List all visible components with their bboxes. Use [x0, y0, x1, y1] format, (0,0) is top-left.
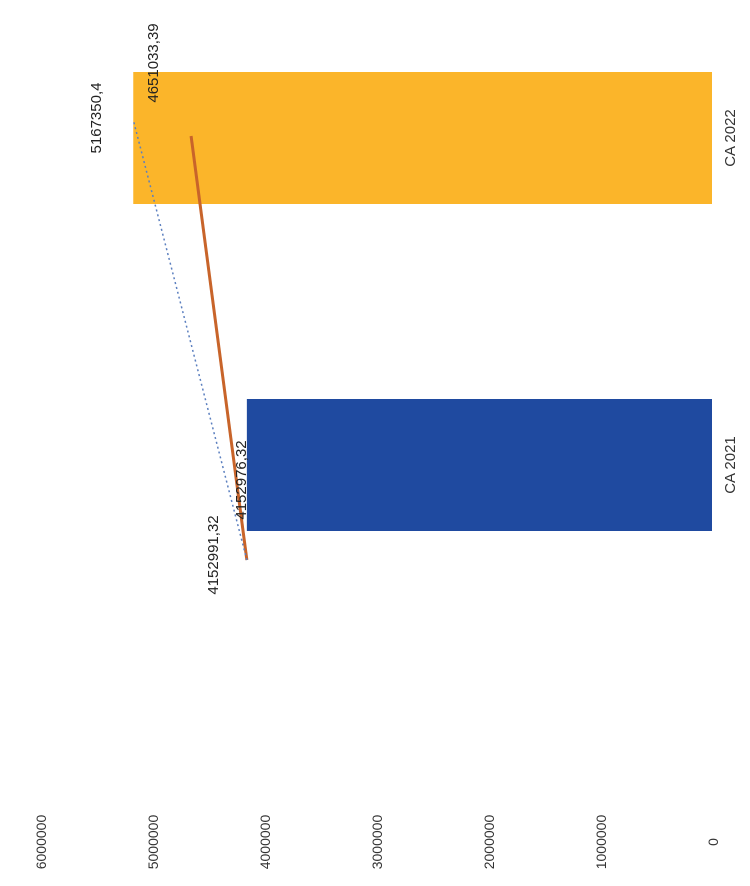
y-tick-label: 6000000 — [33, 815, 49, 870]
y-tick-label: 0 — [705, 838, 721, 846]
trend-line-solid — [189, 135, 249, 561]
y-tick-label: 4000000 — [257, 815, 273, 870]
data-label: 4651033,39 — [145, 23, 162, 102]
category-label: CA 2021 — [722, 436, 739, 494]
bar-ca-2022 — [133, 72, 712, 204]
bar-ca-2021 — [246, 399, 712, 531]
data-label: 4152976,32 — [233, 440, 250, 519]
data-label: 4152991,32 — [205, 515, 222, 594]
category-label: CA 2022 — [722, 109, 739, 167]
y-tick-label: 5000000 — [145, 815, 161, 870]
y-tick-label: 2000000 — [481, 815, 497, 870]
data-label: 5167350,4 — [88, 83, 105, 154]
y-tick-label: 3000000 — [369, 815, 385, 870]
y-tick-label: 1000000 — [593, 815, 609, 870]
trend-line-dotted — [132, 119, 248, 561]
